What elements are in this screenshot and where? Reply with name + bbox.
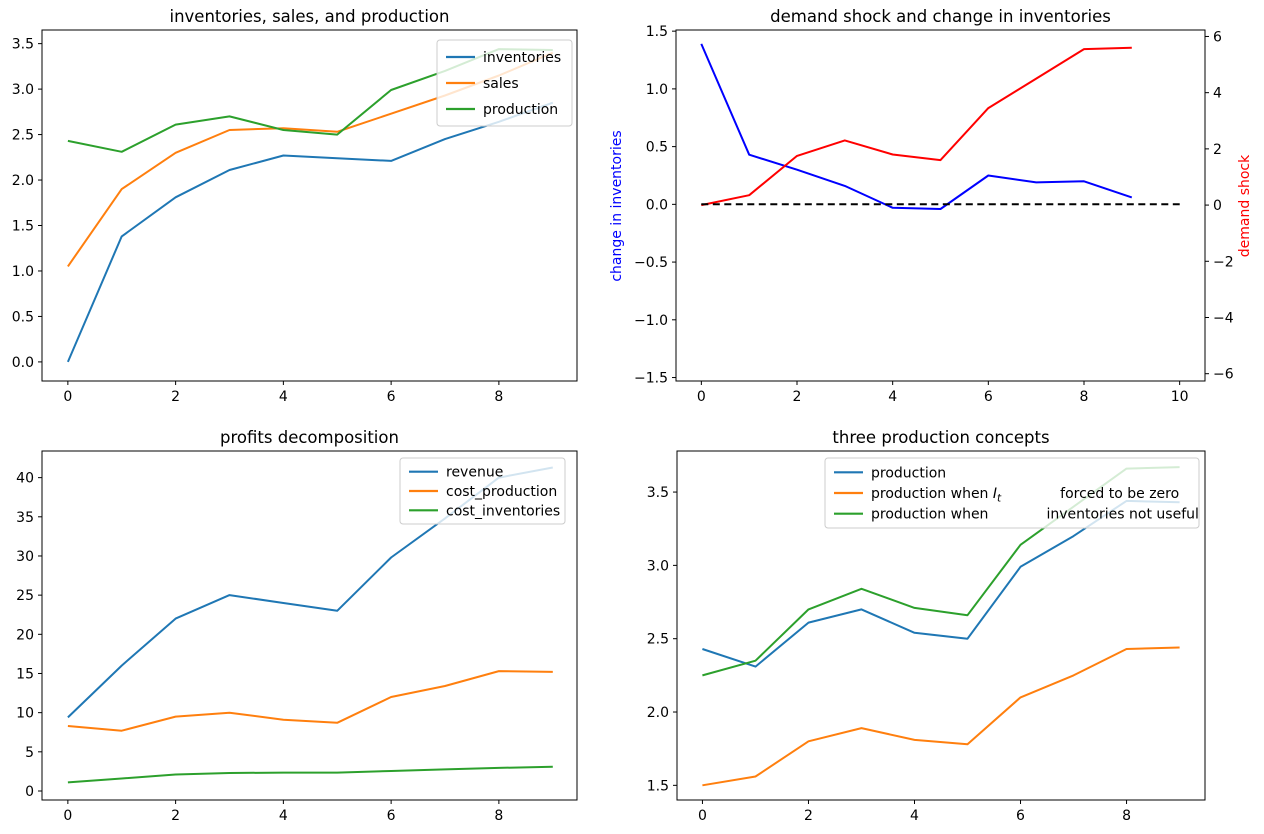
legend-box [399,457,566,525]
x-tick-label: 6 [984,389,993,405]
legend-label: cost_inventories [446,503,560,519]
legend-label: inventories [483,50,561,66]
x-tick-label: 6 [387,389,396,405]
x-tick-label: 4 [910,808,919,824]
y2-tick-label: 6 [1213,29,1222,45]
y2-tick-label: −6 [1213,367,1234,383]
chart-title-inventories-sales-production: inventories, sales, and production [169,7,450,26]
x-tick-label: 6 [1016,808,1025,824]
x-tick-label: 2 [793,389,802,405]
y-tick-label: 2.5 [12,128,34,144]
series-line-change-in-inventories [700,43,1133,210]
axes-frame [41,450,578,801]
legend: revenue cost_production cost_inventories [399,457,566,525]
y-tick-label: 10 [16,706,34,722]
y-tick-label: 1.5 [12,219,34,235]
x-tick-label: 4 [279,808,288,824]
legend-label: sales [483,76,519,92]
y-tick-label: 15 [16,666,34,682]
chart-title-demand-shock: demand shock and change in inventories [770,7,1111,26]
y-tick-label: 0.5 [12,309,34,325]
legend: production production when It forced to be… [824,457,1200,529]
x-tick-label: 8 [494,808,503,824]
legend-label: revenue [446,465,503,481]
legend-box [436,39,573,127]
y-tick-label: 0.0 [646,197,668,213]
chart-title-profits-decomposition: profits decomposition [220,428,399,447]
y-tick-label: 5 [25,745,34,761]
axes-frame [41,29,578,382]
x-tick-label: 0 [697,389,706,405]
y-tick-label: 3.5 [12,37,34,53]
x-tick-label: 2 [171,389,180,405]
y-tick-label: 2.0 [12,173,34,189]
legend-label: production when inventories not useful [871,507,1199,523]
x-tick-label: 8 [494,389,503,405]
legend-label: production [483,102,558,118]
chart-demand-shock-change-in-inventories: 0 2 4 6 8 10 1.5 1.0 0.5 0.0 −0.5 −1.0 −1.5 6 4 2 0 −2 −4 −… [634,24,1234,405]
chart-profits-decomposition: 0 2 4 6 8 0 5 10 15 20 25 30 35 40 revenue cost_product… [16,450,578,824]
series-line-demand-shock [701,46,1132,207]
y-tick-label: 30 [16,549,34,565]
y-tick-label: 0.5 [646,140,668,156]
legend: inventories sales production [436,39,573,127]
y-tick-label: −1.0 [634,313,668,329]
y-tick-label: 25 [16,588,34,604]
legend-label: production [871,465,946,481]
y-tick-label: 1.0 [646,82,668,98]
series-line-inventories [66,101,554,363]
y-tick-label: 3.5 [647,485,669,501]
y-tick-label: 1.5 [647,778,669,794]
chart-title-three-production-concepts: three production concepts [832,428,1050,447]
x-tick-label: 0 [698,808,707,824]
y-tick-label: −1.5 [634,371,668,387]
x-tick-label: 0 [63,389,72,405]
x-tick-label: 0 [63,808,72,824]
legend-label: cost_production [446,484,557,500]
y-tick-label: 1.0 [12,264,34,280]
series-line-cost-production [67,670,553,732]
x-tick-label: 2 [171,808,180,824]
x-tick-label: 8 [1122,808,1131,824]
y-tick-label: 3.0 [647,558,669,574]
y-tick-label: 2.5 [647,632,669,648]
legend-label: production when It forced to be zero [871,486,1179,505]
y-tick-label: 3.0 [12,82,34,98]
y-tick-label: 35 [16,510,34,526]
y-tick-label: 20 [16,627,34,643]
chart-inventories-sales-production: 0 2 4 6 8 0.0 0.5 1.0 1.5 2.0 2.5 3.0 3.5 inventories… [12,29,578,405]
axes-frame [676,450,1206,801]
y-axis-label-change-in-inventories: change in inventories [609,130,625,282]
y2-tick-label: −2 [1213,254,1234,270]
y2-tick-label: 4 [1213,86,1222,102]
y-axis-label-demand-shock: demand shock [1237,154,1253,258]
x-tick-label: 10 [1171,389,1189,405]
y2-tick-label: −4 [1213,310,1234,326]
y-tick-label: 0.0 [12,355,34,371]
x-tick-label: 6 [387,808,396,824]
x-tick-label: 2 [804,808,813,824]
y-tick-label: 2.0 [647,705,669,721]
y-tick-label: 1.5 [646,24,668,40]
y-tick-label: −0.5 [634,255,668,271]
x-tick-label: 4 [888,389,897,405]
y2-tick-label: 0 [1213,198,1222,214]
chart-three-production-concepts: 0 2 4 6 81.52.02.53.03.5productionproduction… [647,450,1206,824]
axes-frame [675,29,1206,382]
x-tick-label: 8 [1080,389,1089,405]
series-line-production-when-i-t-forced-to-be-zero [702,646,1180,787]
x-tick-label: 4 [279,389,288,405]
legend-box [824,457,1200,529]
y-tick-label: 0 [25,784,34,800]
series-line-cost-inventories [67,765,553,784]
y-tick-label: 40 [16,471,34,487]
y2-tick-label: 2 [1213,142,1222,158]
